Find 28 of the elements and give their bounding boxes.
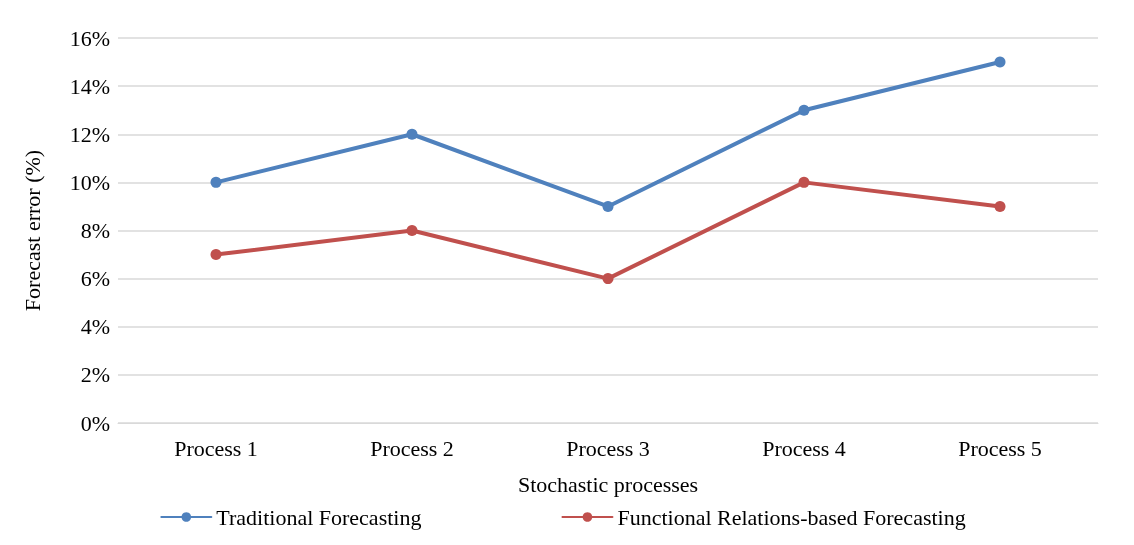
- point: [602, 200, 614, 212]
- y-tick-label: 8%: [80, 218, 110, 243]
- y-tick-label: 16%: [69, 25, 110, 51]
- y-tick-label: 14%: [69, 73, 110, 99]
- point: [406, 225, 418, 236]
- y-tick-label: 6%: [80, 266, 110, 292]
- y-axis-title: Forecast error (%): [19, 149, 45, 312]
- y-tick-label: 0%: [80, 410, 110, 436]
- point: [406, 128, 418, 140]
- x-tick-label: Process 5: [958, 435, 1042, 461]
- point: [210, 249, 222, 261]
- legend-label: Functional Relations-based Forecasting: [617, 504, 966, 530]
- y-tick-label: 2%: [80, 362, 110, 388]
- point: [994, 200, 1006, 212]
- point: [602, 273, 614, 285]
- y-tick-label: 12%: [69, 121, 110, 147]
- x-tick-label: Process 3: [566, 435, 650, 461]
- legend-label: Traditional Forecasting: [216, 504, 422, 530]
- point: [798, 176, 810, 188]
- x-tick-label: Process 1: [174, 435, 258, 461]
- point: [210, 176, 222, 188]
- point: [994, 56, 1006, 68]
- y-tick-label: 10%: [69, 169, 110, 195]
- x-tick-label: Process 2: [370, 435, 454, 461]
- x-tick-label: Process 4: [762, 435, 846, 461]
- y-tick-label: 4%: [80, 314, 110, 340]
- x-axis-title: Stochastic processes: [517, 471, 699, 497]
- point: [798, 104, 810, 116]
